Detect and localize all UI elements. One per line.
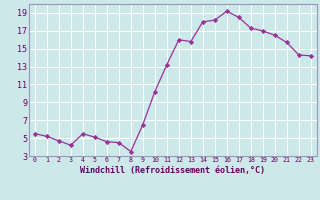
X-axis label: Windchill (Refroidissement éolien,°C): Windchill (Refroidissement éolien,°C): [80, 166, 265, 175]
